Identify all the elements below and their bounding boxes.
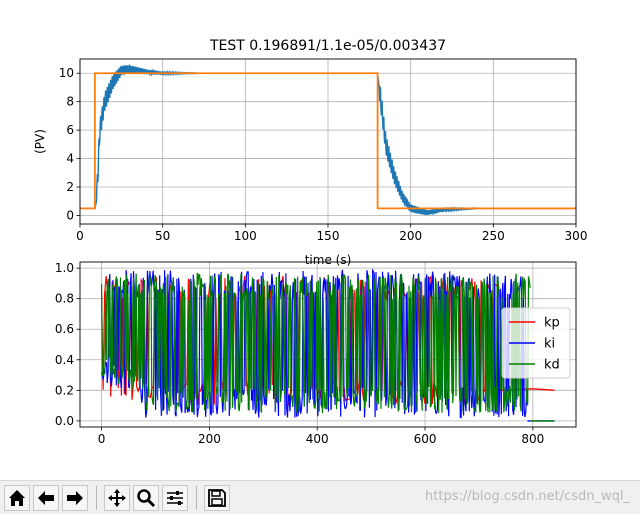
save-button[interactable] [204,485,230,511]
y-tick-label: 0.6 [55,322,74,336]
back-arrow-icon [38,491,54,505]
pan-button[interactable] [104,485,130,511]
forward-arrow-icon [67,491,83,505]
home-button[interactable] [4,485,30,511]
navigation-toolbar: https://blog.csdn.net/csdn_wql_ [0,480,640,514]
figure-canvas: 0 50 100 150 200 250 300 0 2 4 6 8 10 TEST 0.196891/1… [33,38,588,446]
x-tick-label: 300 [565,229,588,243]
toolbar-separator [96,486,97,510]
y-tick-label: 0.8 [55,292,74,306]
legend-label-kd: kd [544,358,560,373]
axes-2: 0 200 400 600 800 0.0 0.2 0.4 0.6 0.8 1.0 [55,261,577,446]
y-axis-label: (PV) [33,129,47,154]
y-tick-label: 0.0 [55,414,74,428]
plot-area [101,268,555,422]
watermark-text: https://blog.csdn.net/csdn_wql_ [425,489,630,504]
subplots-icon [167,491,183,505]
zoom-icon [137,489,156,508]
series-line-kd [101,272,531,414]
forward-button[interactable] [62,485,88,511]
y-tick-label: 1.0 [55,261,74,275]
y-tick-label: 4 [66,152,74,166]
legend-label-ki: ki [544,337,555,352]
x-tick-label: 100 [234,229,257,243]
x-tick-label: 800 [521,432,544,446]
axes-frame [79,261,577,428]
y-tick-label: 2 [66,180,74,194]
figure: 0 50 100 150 200 250 300 0 2 4 6 8 10 TEST 0.196891/1… [33,38,588,446]
y-tick-label: 6 [66,123,74,137]
y-tick-label: 0.2 [55,383,74,397]
legend: kp ki kd [501,307,571,379]
x-tick-label: 600 [414,432,437,446]
x-tick-label: 200 [198,432,221,446]
home-icon [9,490,25,506]
legend-label-kp: kp [544,316,560,331]
save-icon [208,489,226,507]
pan-icon [108,489,126,507]
y-tick-label: 0.4 [55,353,74,367]
plot-area [80,63,576,217]
x-tick-label: 250 [482,229,505,243]
toolbar-separator [196,486,197,510]
x-tick-label: 0 [76,229,84,243]
y-tick-label: 0 [66,208,74,222]
y-tick-label: 10 [59,66,74,80]
x-tick-label: 0 [98,432,106,446]
x-axis-label: time (s) [305,253,352,267]
x-tick-label: 150 [317,229,340,243]
chart-title: TEST 0.196891/1.1e-05/0.003437 [209,38,446,54]
series-line-setpoint [80,72,576,210]
zoom-button[interactable] [133,485,159,511]
x-tick-label: 50 [155,229,170,243]
x-tick-label: 400 [306,432,329,446]
back-button[interactable] [33,485,59,511]
axes-1: 0 50 100 150 200 250 300 0 2 4 6 8 10 [59,58,588,243]
y-tick-label: 8 [66,95,74,109]
legend-frame [501,307,571,379]
subplots-button[interactable] [162,485,188,511]
x-tick-label: 200 [399,229,422,243]
